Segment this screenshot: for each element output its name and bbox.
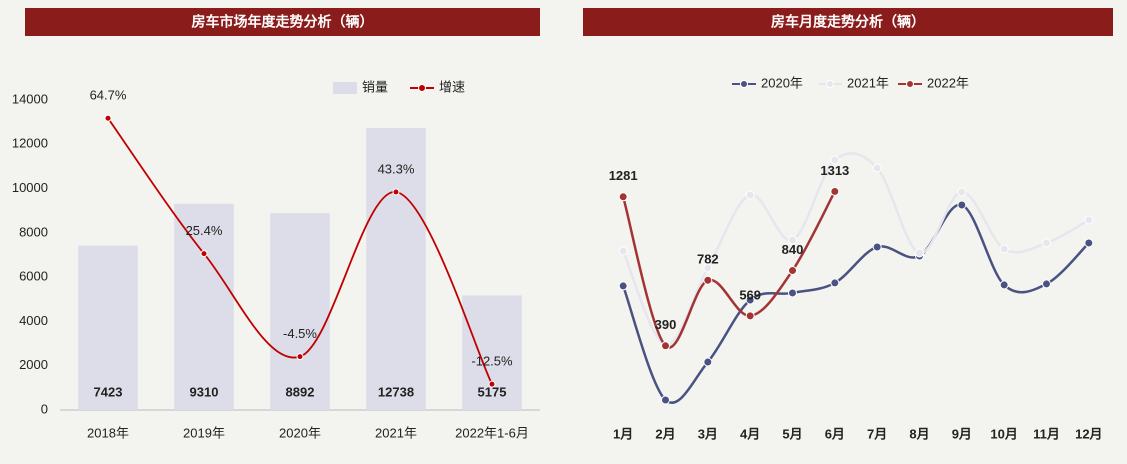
legend-dot xyxy=(906,80,914,88)
legend-label: 2022年 xyxy=(927,75,969,90)
point-label: 1313 xyxy=(820,163,849,178)
x-tick-label: 2019年 xyxy=(183,425,225,440)
x-tick-label: 9月 xyxy=(952,426,972,441)
bar-label: 5175 xyxy=(478,384,507,399)
point xyxy=(104,114,112,122)
x-tick-label: 2022年1-6月 xyxy=(455,425,529,440)
point-label: 25.4% xyxy=(186,223,223,238)
point xyxy=(661,395,670,405)
point xyxy=(1042,279,1051,289)
point xyxy=(296,353,304,361)
chart-title: 房车市场年度走势分析（辆） xyxy=(192,14,374,30)
point xyxy=(788,288,797,298)
legend-dot xyxy=(740,80,748,88)
legend-label: 增速 xyxy=(439,79,465,94)
point xyxy=(872,163,882,173)
x-tick-label: 3月 xyxy=(698,426,718,441)
line xyxy=(107,117,493,385)
point-label: -4.5% xyxy=(283,326,317,341)
point xyxy=(745,190,755,200)
x-tick-label: 11月 xyxy=(1033,426,1060,441)
point xyxy=(618,281,628,291)
point-label: 782 xyxy=(697,252,719,267)
point xyxy=(1042,238,1051,248)
point-label: 390 xyxy=(655,317,677,332)
x-tick-label: 6月 xyxy=(825,426,845,441)
y-tick-label: 14000 xyxy=(12,91,48,106)
legend-label: 销量 xyxy=(362,79,388,94)
bar-label: 12738 xyxy=(378,384,414,399)
line xyxy=(621,190,836,349)
point xyxy=(703,263,713,273)
y-tick-label: 8000 xyxy=(19,224,48,239)
y-tick-label: 12000 xyxy=(12,136,48,151)
point xyxy=(999,244,1009,254)
x-tick-label: 2018年 xyxy=(87,425,129,440)
point xyxy=(703,275,713,285)
y-tick-label: 0 xyxy=(41,401,48,416)
point-label: 64.7% xyxy=(90,88,127,103)
point xyxy=(745,311,755,321)
point xyxy=(915,248,924,258)
point xyxy=(618,246,628,256)
point xyxy=(745,295,755,305)
point xyxy=(830,155,840,165)
y-tick-label: 4000 xyxy=(19,313,48,328)
x-tick-label: 8月 xyxy=(909,426,929,441)
bar xyxy=(78,245,138,410)
y-tick-label: 10000 xyxy=(12,180,48,195)
bar-label: 8892 xyxy=(286,384,315,399)
legend-swatch xyxy=(333,82,357,94)
legend-dot xyxy=(418,84,426,92)
point xyxy=(830,278,840,288)
point xyxy=(788,235,797,245)
x-tick-label: 2021年 xyxy=(375,425,417,440)
title-bar xyxy=(583,8,1113,36)
bar-label: 9310 xyxy=(190,384,219,399)
point xyxy=(999,280,1009,290)
title-bar xyxy=(25,8,540,36)
point xyxy=(1084,215,1094,225)
legend-label: 2021年 xyxy=(847,75,889,90)
bar xyxy=(366,127,426,411)
x-tick-label: 4月 xyxy=(740,426,760,441)
y-tick-label: 2000 xyxy=(19,357,48,372)
line xyxy=(622,151,1090,347)
x-tick-label: 2020年 xyxy=(279,425,321,440)
point xyxy=(392,188,400,196)
x-tick-label: 5月 xyxy=(782,426,802,441)
bar xyxy=(270,213,330,410)
bar-label: 7423 xyxy=(94,384,123,399)
point-label: -12.5% xyxy=(471,354,513,369)
point xyxy=(488,380,496,388)
point xyxy=(830,186,840,196)
point xyxy=(618,192,628,202)
x-tick-label: 2月 xyxy=(655,426,675,441)
point xyxy=(957,200,967,210)
point xyxy=(872,242,882,252)
point xyxy=(703,357,713,367)
chart-title: 房车月度走势分析（辆） xyxy=(771,14,925,30)
point xyxy=(1084,238,1094,248)
point xyxy=(788,266,797,276)
bar xyxy=(174,203,234,410)
point xyxy=(200,250,208,258)
point-label: 1281 xyxy=(609,168,638,183)
legend-label: 2020年 xyxy=(761,75,803,90)
point-label: 43.3% xyxy=(378,161,415,176)
point-label: 569 xyxy=(739,287,761,302)
point xyxy=(957,187,967,197)
x-tick-label: 1月 xyxy=(613,426,633,441)
x-tick-label: 7月 xyxy=(867,426,887,441)
x-tick-label: 10月 xyxy=(990,426,1017,441)
y-tick-label: 6000 xyxy=(19,269,48,284)
x-tick-label: 12月 xyxy=(1075,426,1102,441)
point-label: 840 xyxy=(782,242,804,257)
point xyxy=(661,341,670,351)
bar xyxy=(462,295,522,410)
legend-dot xyxy=(826,80,834,88)
